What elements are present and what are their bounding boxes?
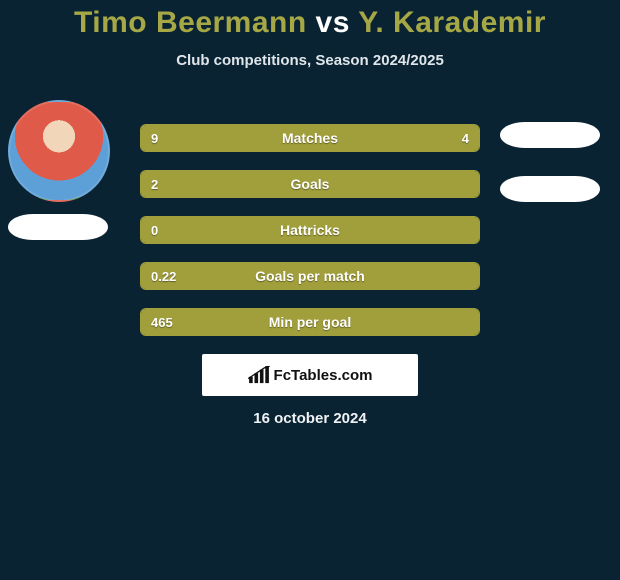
brand-box: FcTables.com (202, 354, 418, 396)
subtitle: Club competitions, Season 2024/2025 (0, 52, 620, 69)
player1-name: Timo Beermann (74, 6, 307, 39)
bar-label: Min per goal (141, 309, 479, 335)
brand-text: FcTables.com (274, 367, 373, 384)
player2-club-badge-1 (500, 122, 600, 148)
bar-label: Goals per match (141, 263, 479, 289)
player1-avatar-stack (8, 100, 118, 240)
stat-bar-row: 2Goals (140, 170, 480, 198)
bar-label: Matches (141, 125, 479, 151)
player2-name: Y. Karademir (358, 6, 546, 39)
player2-avatar-stack (500, 100, 610, 304)
comparison-title: Timo Beermann vs Y. Karademir (0, 6, 620, 40)
stat-bars: 94Matches 2Goals 0Hattricks 0.22Goals per m… (140, 124, 480, 354)
stat-bar-row: 0.22Goals per match (140, 262, 480, 290)
player2-club-badge-2 (500, 176, 600, 202)
brand-chart-icon (248, 366, 270, 384)
player1-club-badge (8, 214, 108, 240)
date-text: 16 october 2024 (0, 410, 620, 427)
stat-bar-row: 0Hattricks (140, 216, 480, 244)
bar-label: Goals (141, 171, 479, 197)
player1-avatar (8, 100, 110, 202)
bar-label: Hattricks (141, 217, 479, 243)
vs-text: vs (316, 6, 350, 39)
stat-bar-row: 94Matches (140, 124, 480, 152)
stat-bar-row: 465Min per goal (140, 308, 480, 336)
